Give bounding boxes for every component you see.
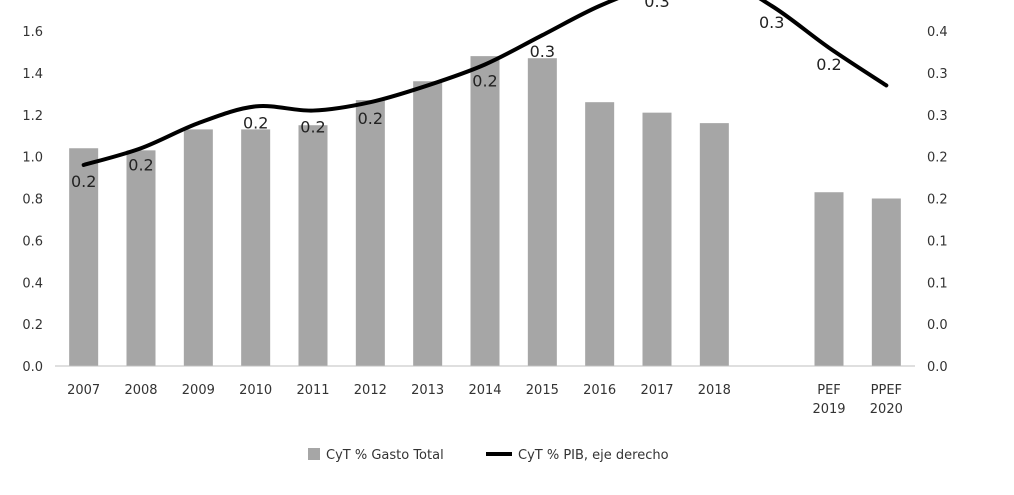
left-tick-label: 0.2 <box>22 318 43 333</box>
bar <box>814 192 844 366</box>
left-tick-label: 0.8 <box>22 193 43 208</box>
line-data-labels: 0.2 0.2 0.2 0.2 0.2 0.2 0.3 0.3 0.3 0.3 0.2 <box>71 0 842 191</box>
line-data-label: 0.2 <box>358 109 383 128</box>
bar <box>69 148 99 366</box>
left-tick-label: 1.0 <box>22 151 43 166</box>
right-axis-ticks: 0.0 0.0 0.1 0.1 0.2 0.2 0.3 0.3 0.4 <box>927 25 948 375</box>
bar <box>298 125 328 366</box>
x-tick-label: 2010 <box>239 383 272 398</box>
line-data-label: 0.2 <box>243 113 268 132</box>
right-tick-label: 0.0 <box>927 318 948 333</box>
x-tick-label: 2016 <box>583 383 616 398</box>
left-tick-label: 0.0 <box>22 360 43 375</box>
x-tick-label: 2007 <box>67 383 100 398</box>
x-tick-label: PPEF <box>871 383 902 398</box>
legend: CyT % Gasto Total CyT % PIB, eje derecho <box>308 448 669 463</box>
left-tick-label: 1.6 <box>22 25 43 40</box>
line-data-label: 0.2 <box>472 72 497 91</box>
bars <box>69 56 901 366</box>
bar <box>126 150 156 366</box>
left-tick-label: 0.6 <box>22 234 43 249</box>
x-tick-label: 2019 <box>812 402 845 417</box>
x-tick-label: 2020 <box>870 402 903 417</box>
x-tick-label: 2009 <box>182 383 215 398</box>
bar <box>413 81 443 366</box>
bar <box>470 56 500 366</box>
line-data-label: 0.2 <box>300 118 325 137</box>
line-data-label: 0.3 <box>530 42 555 61</box>
x-tick-label: 2011 <box>296 383 329 398</box>
legend-label-line: CyT % PIB, eje derecho <box>518 448 669 463</box>
x-tick-label: 2018 <box>698 383 731 398</box>
bar <box>527 58 557 366</box>
line-data-label: 0.3 <box>759 13 784 32</box>
left-tick-label: 0.4 <box>22 276 43 291</box>
bar <box>183 129 213 366</box>
right-tick-label: 0.1 <box>927 276 948 291</box>
right-tick-label: 0.2 <box>927 151 948 166</box>
left-axis-ticks: 0.0 0.2 0.4 0.6 0.8 1.0 1.2 1.4 1.6 <box>22 25 43 375</box>
right-tick-label: 0.4 <box>927 25 948 40</box>
line-data-label: 0.2 <box>71 172 96 191</box>
x-tick-label: 2017 <box>640 383 673 398</box>
x-axis-ticks: 2007 2008 2009 2010 2011 2012 2013 2014 2015 2016… <box>67 383 903 417</box>
bar <box>699 123 729 366</box>
bar <box>642 112 672 366</box>
x-tick-label: 2012 <box>354 383 387 398</box>
bar <box>241 129 271 366</box>
right-tick-label: 0.3 <box>927 67 948 82</box>
left-tick-label: 1.4 <box>22 67 43 82</box>
left-tick-label: 1.2 <box>22 109 43 124</box>
line-data-label: 0.2 <box>816 55 841 74</box>
x-tick-label: 2013 <box>411 383 444 398</box>
legend-label-bar: CyT % Gasto Total <box>326 448 444 463</box>
bar <box>585 102 615 366</box>
line-data-label: 0.3 <box>702 0 727 3</box>
line-data-label: 0.2 <box>128 155 153 174</box>
x-tick-label: 2014 <box>468 383 501 398</box>
bar <box>871 198 901 366</box>
series-line-pib <box>81 0 889 167</box>
right-tick-label: 0.2 <box>927 193 948 208</box>
right-tick-label: 0.3 <box>927 109 948 124</box>
legend-swatch-bar <box>308 448 320 460</box>
x-tick-label: PEF <box>817 383 841 398</box>
x-tick-label: 2015 <box>526 383 559 398</box>
right-tick-label: 0.0 <box>927 360 948 375</box>
bar <box>355 100 385 366</box>
line-data-label: 0.3 <box>644 0 669 11</box>
right-tick-label: 0.1 <box>927 234 948 249</box>
x-tick-label: 2008 <box>124 383 157 398</box>
